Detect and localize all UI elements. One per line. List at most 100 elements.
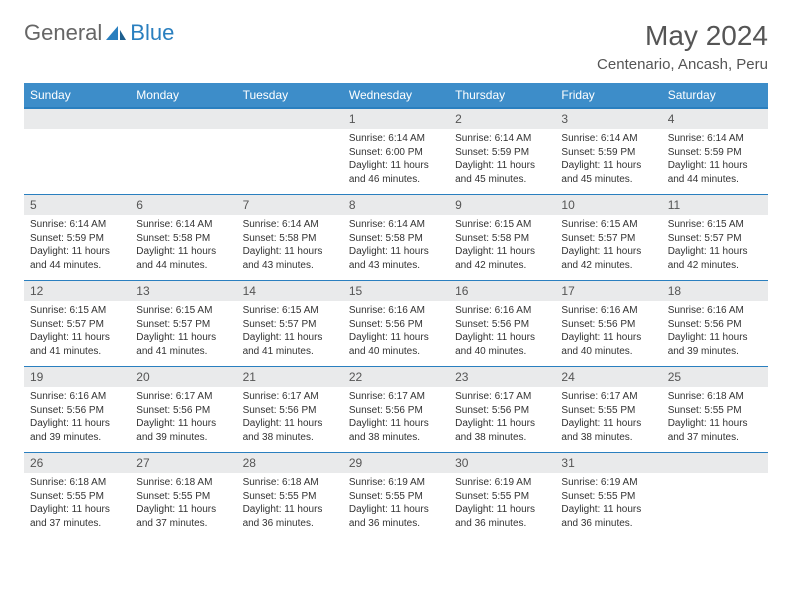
calendar-cell: 31Sunrise: 6:19 AMSunset: 5:55 PMDayligh…: [555, 453, 661, 539]
day-number: 26: [24, 453, 130, 473]
calendar-cell: 26Sunrise: 6:18 AMSunset: 5:55 PMDayligh…: [24, 453, 130, 539]
day-number: 17: [555, 281, 661, 301]
calendar-cell: 3Sunrise: 6:14 AMSunset: 5:59 PMDaylight…: [555, 108, 661, 195]
day-details: Sunrise: 6:16 AMSunset: 5:56 PMDaylight:…: [24, 387, 130, 452]
calendar-week: 19Sunrise: 6:16 AMSunset: 5:56 PMDayligh…: [24, 367, 768, 453]
day-number: 9: [449, 195, 555, 215]
empty-body: [130, 129, 236, 191]
empty-day: [662, 453, 768, 473]
day-number: 30: [449, 453, 555, 473]
day-number: 6: [130, 195, 236, 215]
calendar-page: General Blue May 2024 Centenario, Ancash…: [0, 0, 792, 558]
day-details: Sunrise: 6:19 AMSunset: 5:55 PMDaylight:…: [449, 473, 555, 538]
day-number: 12: [24, 281, 130, 301]
day-number: 1: [343, 109, 449, 129]
day-details: Sunrise: 6:17 AMSunset: 5:56 PMDaylight:…: [343, 387, 449, 452]
calendar-cell: 4Sunrise: 6:14 AMSunset: 5:59 PMDaylight…: [662, 108, 768, 195]
calendar-cell: 8Sunrise: 6:14 AMSunset: 5:58 PMDaylight…: [343, 195, 449, 281]
calendar-cell: 10Sunrise: 6:15 AMSunset: 5:57 PMDayligh…: [555, 195, 661, 281]
day-number: 24: [555, 367, 661, 387]
day-details: Sunrise: 6:17 AMSunset: 5:56 PMDaylight:…: [449, 387, 555, 452]
calendar-body: 1Sunrise: 6:14 AMSunset: 6:00 PMDaylight…: [24, 108, 768, 538]
logo: General Blue: [24, 20, 174, 46]
calendar-table: SundayMondayTuesdayWednesdayThursdayFrid…: [24, 83, 768, 538]
weekday-header-row: SundayMondayTuesdayWednesdayThursdayFrid…: [24, 83, 768, 108]
empty-day: [237, 109, 343, 129]
calendar-cell: 24Sunrise: 6:17 AMSunset: 5:55 PMDayligh…: [555, 367, 661, 453]
day-number: 31: [555, 453, 661, 473]
day-number: 18: [662, 281, 768, 301]
calendar-cell: [237, 108, 343, 195]
day-number: 14: [237, 281, 343, 301]
day-details: Sunrise: 6:16 AMSunset: 5:56 PMDaylight:…: [343, 301, 449, 366]
day-details: Sunrise: 6:18 AMSunset: 5:55 PMDaylight:…: [237, 473, 343, 538]
day-number: 7: [237, 195, 343, 215]
weekday-header: Wednesday: [343, 83, 449, 108]
empty-body: [662, 473, 768, 535]
day-number: 23: [449, 367, 555, 387]
weekday-header: Thursday: [449, 83, 555, 108]
day-details: Sunrise: 6:17 AMSunset: 5:55 PMDaylight:…: [555, 387, 661, 452]
day-details: Sunrise: 6:18 AMSunset: 5:55 PMDaylight:…: [662, 387, 768, 452]
day-number: 29: [343, 453, 449, 473]
day-number: 15: [343, 281, 449, 301]
calendar-cell: [24, 108, 130, 195]
calendar-cell: 7Sunrise: 6:14 AMSunset: 5:58 PMDaylight…: [237, 195, 343, 281]
calendar-cell: 23Sunrise: 6:17 AMSunset: 5:56 PMDayligh…: [449, 367, 555, 453]
day-number: 5: [24, 195, 130, 215]
calendar-cell: 14Sunrise: 6:15 AMSunset: 5:57 PMDayligh…: [237, 281, 343, 367]
month-title: May 2024: [597, 20, 768, 52]
day-number: 2: [449, 109, 555, 129]
day-details: Sunrise: 6:14 AMSunset: 5:58 PMDaylight:…: [237, 215, 343, 280]
calendar-week: 1Sunrise: 6:14 AMSunset: 6:00 PMDaylight…: [24, 108, 768, 195]
day-details: Sunrise: 6:15 AMSunset: 5:57 PMDaylight:…: [662, 215, 768, 280]
calendar-cell: 9Sunrise: 6:15 AMSunset: 5:58 PMDaylight…: [449, 195, 555, 281]
empty-day: [24, 109, 130, 129]
calendar-cell: 11Sunrise: 6:15 AMSunset: 5:57 PMDayligh…: [662, 195, 768, 281]
day-details: Sunrise: 6:15 AMSunset: 5:57 PMDaylight:…: [555, 215, 661, 280]
day-details: Sunrise: 6:16 AMSunset: 5:56 PMDaylight:…: [555, 301, 661, 366]
empty-body: [24, 129, 130, 191]
day-details: Sunrise: 6:15 AMSunset: 5:57 PMDaylight:…: [130, 301, 236, 366]
day-number: 21: [237, 367, 343, 387]
day-number: 3: [555, 109, 661, 129]
calendar-cell: 19Sunrise: 6:16 AMSunset: 5:56 PMDayligh…: [24, 367, 130, 453]
day-details: Sunrise: 6:15 AMSunset: 5:57 PMDaylight:…: [237, 301, 343, 366]
day-details: Sunrise: 6:15 AMSunset: 5:58 PMDaylight:…: [449, 215, 555, 280]
day-details: Sunrise: 6:17 AMSunset: 5:56 PMDaylight:…: [237, 387, 343, 452]
day-number: 28: [237, 453, 343, 473]
location: Centenario, Ancash, Peru: [597, 56, 768, 73]
calendar-cell: 13Sunrise: 6:15 AMSunset: 5:57 PMDayligh…: [130, 281, 236, 367]
day-number: 27: [130, 453, 236, 473]
day-details: Sunrise: 6:16 AMSunset: 5:56 PMDaylight:…: [662, 301, 768, 366]
weekday-header: Saturday: [662, 83, 768, 108]
calendar-cell: 6Sunrise: 6:14 AMSunset: 5:58 PMDaylight…: [130, 195, 236, 281]
day-details: Sunrise: 6:14 AMSunset: 5:59 PMDaylight:…: [24, 215, 130, 280]
calendar-cell: [662, 453, 768, 539]
day-details: Sunrise: 6:18 AMSunset: 5:55 PMDaylight:…: [130, 473, 236, 538]
day-number: 25: [662, 367, 768, 387]
logo-text-1: General: [24, 20, 102, 46]
calendar-cell: 20Sunrise: 6:17 AMSunset: 5:56 PMDayligh…: [130, 367, 236, 453]
calendar-week: 26Sunrise: 6:18 AMSunset: 5:55 PMDayligh…: [24, 453, 768, 539]
day-details: Sunrise: 6:14 AMSunset: 6:00 PMDaylight:…: [343, 129, 449, 194]
calendar-cell: 1Sunrise: 6:14 AMSunset: 6:00 PMDaylight…: [343, 108, 449, 195]
title-block: May 2024 Centenario, Ancash, Peru: [597, 20, 768, 73]
day-details: Sunrise: 6:16 AMSunset: 5:56 PMDaylight:…: [449, 301, 555, 366]
day-details: Sunrise: 6:14 AMSunset: 5:58 PMDaylight:…: [343, 215, 449, 280]
calendar-cell: 2Sunrise: 6:14 AMSunset: 5:59 PMDaylight…: [449, 108, 555, 195]
weekday-header: Sunday: [24, 83, 130, 108]
calendar-cell: 16Sunrise: 6:16 AMSunset: 5:56 PMDayligh…: [449, 281, 555, 367]
day-number: 8: [343, 195, 449, 215]
empty-day: [130, 109, 236, 129]
calendar-cell: [130, 108, 236, 195]
day-details: Sunrise: 6:14 AMSunset: 5:59 PMDaylight:…: [449, 129, 555, 194]
calendar-cell: 12Sunrise: 6:15 AMSunset: 5:57 PMDayligh…: [24, 281, 130, 367]
calendar-cell: 28Sunrise: 6:18 AMSunset: 5:55 PMDayligh…: [237, 453, 343, 539]
logo-sail-icon: [104, 24, 128, 42]
weekday-header: Friday: [555, 83, 661, 108]
calendar-cell: 18Sunrise: 6:16 AMSunset: 5:56 PMDayligh…: [662, 281, 768, 367]
day-number: 20: [130, 367, 236, 387]
calendar-cell: 30Sunrise: 6:19 AMSunset: 5:55 PMDayligh…: [449, 453, 555, 539]
day-details: Sunrise: 6:18 AMSunset: 5:55 PMDaylight:…: [24, 473, 130, 538]
